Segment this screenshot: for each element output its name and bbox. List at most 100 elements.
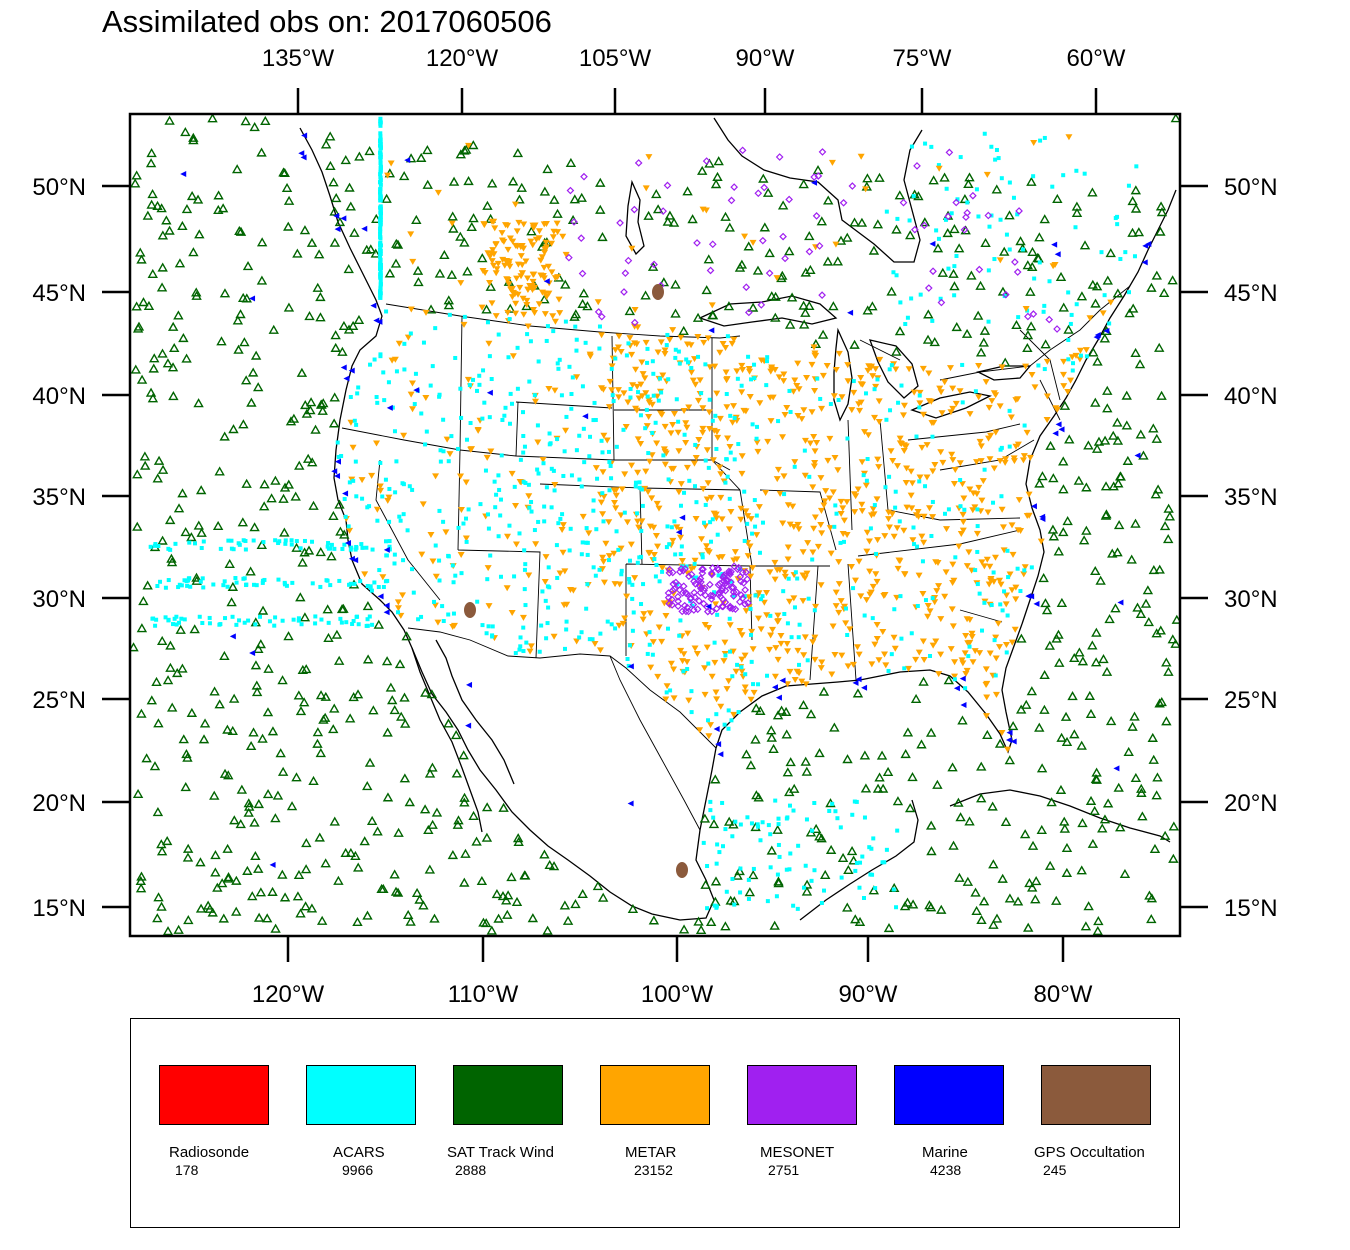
metar-marker (762, 490, 770, 497)
sat-track-wind-marker (937, 267, 949, 277)
metar-marker (701, 665, 709, 672)
acars-marker (166, 546, 171, 551)
metar-marker (688, 369, 696, 376)
metar-marker (958, 481, 966, 488)
acars-marker (591, 565, 596, 570)
legend-item-mesonet: MESONET 2751 (747, 1065, 859, 1178)
acars-marker (522, 444, 527, 449)
acars-marker (253, 622, 258, 627)
acars-marker (378, 178, 383, 183)
acars-marker (732, 457, 737, 462)
sat-track-wind-marker (425, 304, 437, 314)
sat-track-wind-marker (925, 902, 937, 912)
acars-marker (689, 710, 694, 715)
sat-track-wind-marker (485, 281, 496, 291)
sat-track-wind-marker (951, 321, 962, 332)
metar-marker (662, 696, 670, 703)
acars-marker (521, 479, 526, 484)
sat-track-wind-marker (345, 201, 356, 211)
metar-marker (346, 527, 354, 534)
acars-marker (387, 539, 392, 544)
acars-marker (402, 341, 407, 346)
metar-marker (514, 291, 522, 298)
mesonet-marker (716, 592, 725, 601)
acars-marker (485, 512, 490, 517)
acars-marker (485, 320, 490, 325)
sat-track-wind-marker (816, 833, 827, 843)
acars-marker (348, 395, 353, 400)
acars-marker (735, 662, 740, 667)
legend-swatch (306, 1065, 416, 1125)
sat-track-wind-marker (1090, 397, 1101, 407)
sat-track-wind-marker (400, 718, 411, 728)
sat-track-wind-marker (710, 876, 722, 886)
metar-marker (1012, 397, 1020, 404)
metar-marker (858, 508, 866, 515)
mesonet-marker (701, 591, 710, 600)
metar-marker (1043, 416, 1051, 423)
acars-marker (1069, 312, 1074, 317)
marine-marker (334, 226, 341, 233)
metar-marker (901, 571, 909, 578)
metar-marker (634, 436, 642, 443)
metar-marker (996, 403, 1004, 410)
metar-marker (559, 549, 567, 556)
metar-marker (800, 407, 808, 414)
sat-track-wind-marker (1055, 271, 1067, 281)
acars-marker (882, 860, 887, 865)
acars-marker (742, 594, 747, 599)
acars-marker (507, 317, 512, 322)
sat-track-wind-marker (988, 859, 999, 869)
metar-marker (631, 306, 639, 313)
metar-marker (707, 494, 715, 501)
metar-marker (419, 501, 427, 508)
marine-marker (404, 157, 411, 164)
acars-marker (807, 474, 812, 479)
sat-track-wind-marker (975, 793, 987, 803)
marine-marker (340, 215, 347, 222)
acars-marker (430, 364, 435, 369)
metar-marker (1014, 527, 1022, 534)
acars-marker (714, 712, 719, 717)
sat-track-wind-marker (262, 707, 274, 717)
acars-marker (211, 582, 216, 587)
acars-marker (546, 565, 551, 570)
metar-marker (385, 494, 393, 501)
metar-marker (820, 502, 828, 509)
sat-track-wind-marker (798, 300, 809, 310)
metar-marker (817, 582, 825, 589)
sat-track-wind-marker (922, 334, 934, 344)
acars-marker (923, 141, 928, 146)
acars-marker (394, 459, 399, 464)
metar-marker (982, 681, 990, 688)
metar-marker (969, 659, 977, 666)
metar-marker (628, 351, 636, 358)
acars-marker (352, 581, 357, 586)
acars-marker (522, 587, 527, 592)
metar-marker (540, 275, 548, 282)
metar-marker (891, 645, 899, 652)
acars-marker (549, 466, 554, 471)
sat-track-wind-marker (707, 310, 718, 320)
metar-marker (793, 668, 801, 675)
metar-marker (931, 461, 939, 468)
acars-marker (221, 583, 226, 588)
acars-marker (736, 442, 741, 447)
acars-marker (541, 461, 546, 466)
metar-marker (711, 659, 719, 666)
sat-track-wind-marker (1058, 484, 1069, 494)
acars-marker (437, 558, 442, 563)
acars-marker (975, 507, 980, 512)
sat-track-wind-marker (1058, 302, 1069, 312)
sat-track-wind-marker (701, 285, 712, 295)
top-longitude-labels: 135°W 120°W 105°W 90°W 75°W 60°W (262, 45, 1126, 72)
sat-track-wind-marker (250, 660, 262, 670)
metar-marker (1052, 405, 1060, 412)
sat-track-wind-marker (234, 225, 245, 236)
sat-track-wind-marker (305, 397, 317, 407)
metar-marker (920, 513, 928, 520)
metar-marker (526, 283, 534, 290)
acars-marker (193, 541, 198, 546)
sat-track-wind-marker (805, 709, 817, 719)
metar-marker (642, 468, 650, 475)
